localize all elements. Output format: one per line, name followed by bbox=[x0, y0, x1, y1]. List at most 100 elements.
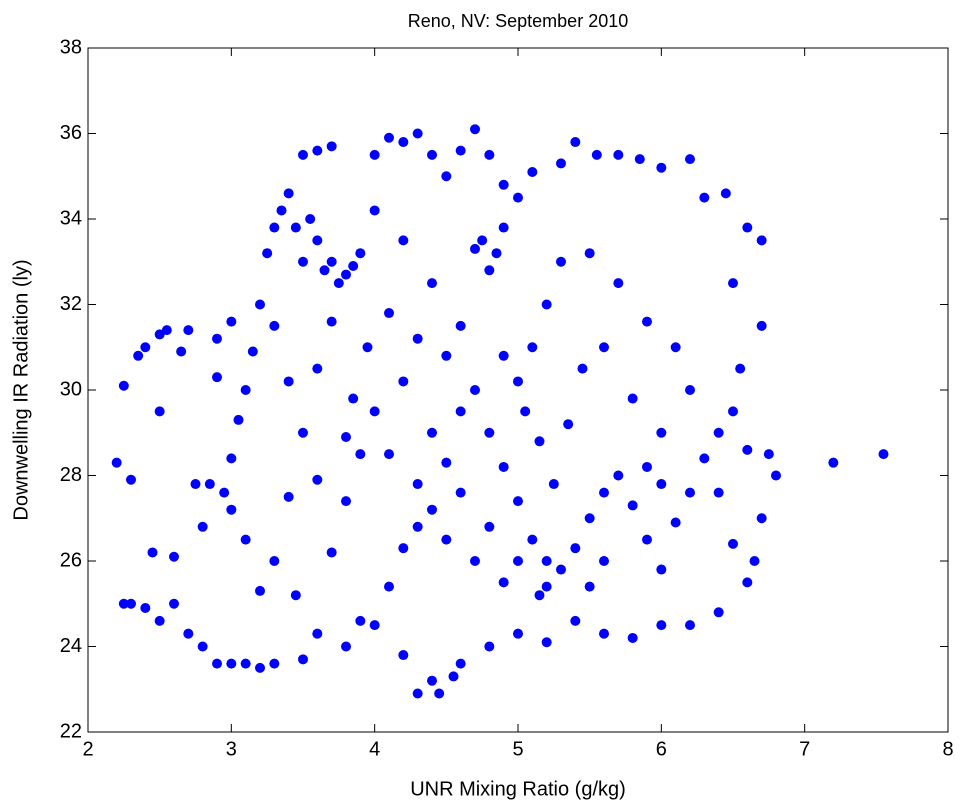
point bbox=[204, 479, 215, 490]
point bbox=[742, 577, 753, 588]
point bbox=[763, 449, 774, 460]
x-tick-label: 4 bbox=[369, 738, 380, 760]
point bbox=[713, 487, 724, 498]
point bbox=[362, 342, 373, 353]
point bbox=[613, 470, 624, 481]
point bbox=[556, 256, 566, 267]
point bbox=[384, 132, 394, 143]
point bbox=[226, 453, 237, 464]
point bbox=[584, 248, 595, 259]
point bbox=[369, 620, 380, 631]
point bbox=[455, 320, 466, 331]
point bbox=[276, 205, 287, 216]
point bbox=[283, 491, 294, 502]
point bbox=[527, 166, 538, 177]
y-tick-label: 38 bbox=[60, 36, 82, 58]
point bbox=[642, 534, 652, 545]
point bbox=[534, 436, 545, 447]
point bbox=[326, 547, 337, 558]
point bbox=[513, 192, 523, 203]
point bbox=[491, 248, 502, 259]
point bbox=[183, 325, 194, 336]
point bbox=[398, 376, 409, 387]
point bbox=[570, 543, 581, 554]
point bbox=[563, 419, 574, 430]
point bbox=[298, 256, 308, 267]
point bbox=[656, 427, 667, 438]
point bbox=[212, 333, 222, 344]
point bbox=[455, 487, 466, 498]
x-tick-label: 6 bbox=[656, 738, 667, 760]
point bbox=[212, 658, 222, 669]
point bbox=[398, 137, 409, 148]
point bbox=[427, 504, 437, 515]
point bbox=[412, 521, 423, 532]
point bbox=[412, 688, 423, 699]
point bbox=[685, 487, 695, 498]
point bbox=[498, 461, 509, 472]
point bbox=[412, 333, 423, 344]
point bbox=[398, 543, 409, 554]
point bbox=[269, 658, 280, 669]
point bbox=[470, 124, 480, 135]
point bbox=[584, 513, 595, 524]
point bbox=[355, 248, 366, 259]
point bbox=[570, 615, 581, 626]
point bbox=[312, 363, 323, 374]
x-tick-label: 5 bbox=[512, 738, 523, 760]
point bbox=[520, 406, 531, 417]
point bbox=[126, 598, 136, 609]
point bbox=[118, 380, 129, 391]
point bbox=[720, 188, 731, 199]
point bbox=[627, 500, 638, 511]
point bbox=[269, 556, 280, 566]
point bbox=[126, 474, 136, 485]
point bbox=[670, 517, 681, 528]
point bbox=[527, 342, 538, 353]
point bbox=[556, 158, 566, 169]
point bbox=[513, 376, 523, 387]
point bbox=[427, 278, 437, 289]
point bbox=[233, 414, 244, 425]
y-tick-label: 32 bbox=[60, 293, 82, 315]
point bbox=[312, 474, 323, 485]
point bbox=[434, 688, 445, 699]
point bbox=[613, 149, 624, 160]
point bbox=[140, 603, 151, 614]
point bbox=[541, 556, 552, 566]
point bbox=[556, 564, 566, 575]
point bbox=[699, 453, 710, 464]
point bbox=[513, 496, 523, 507]
point bbox=[455, 145, 466, 156]
point bbox=[161, 325, 172, 336]
point bbox=[599, 487, 609, 498]
point bbox=[484, 641, 495, 652]
point bbox=[448, 671, 459, 682]
point bbox=[111, 457, 122, 468]
point bbox=[670, 342, 681, 353]
point bbox=[169, 598, 179, 609]
point bbox=[713, 427, 724, 438]
point bbox=[656, 479, 667, 490]
point bbox=[771, 470, 781, 481]
point bbox=[570, 137, 581, 148]
point bbox=[240, 385, 251, 395]
point bbox=[470, 385, 480, 395]
point bbox=[326, 141, 337, 152]
point bbox=[484, 521, 495, 532]
point bbox=[498, 350, 509, 361]
point bbox=[341, 269, 351, 280]
point bbox=[269, 320, 280, 331]
point bbox=[384, 581, 394, 592]
point bbox=[183, 628, 194, 639]
point bbox=[685, 154, 695, 165]
x-tick-label: 2 bbox=[82, 738, 93, 760]
point bbox=[685, 620, 695, 631]
x-tick-label: 8 bbox=[942, 738, 953, 760]
point bbox=[470, 556, 480, 566]
point bbox=[613, 278, 624, 289]
point bbox=[541, 637, 552, 648]
point bbox=[599, 556, 609, 566]
